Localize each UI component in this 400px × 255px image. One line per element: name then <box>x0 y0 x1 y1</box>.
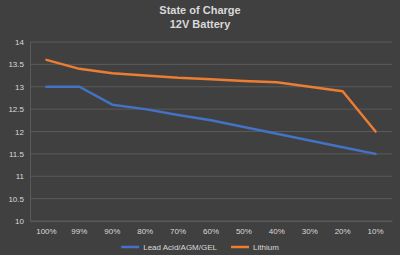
y-tick-label: 12 <box>15 128 24 137</box>
x-tick: 99% <box>71 221 87 236</box>
y-tick: 13 <box>15 83 30 92</box>
grid-line <box>30 109 392 110</box>
x-tick: 70% <box>170 221 186 236</box>
x-tick: 80% <box>137 221 153 236</box>
grid-line <box>30 198 392 199</box>
grid-line <box>30 42 392 43</box>
y-tick-label: 13.5 <box>8 60 24 69</box>
grid-line <box>30 86 392 87</box>
y-tick: 11.5 <box>9 150 30 159</box>
grid-line <box>30 221 392 222</box>
x-tick: 10% <box>368 221 384 236</box>
x-tick: 100% <box>36 221 56 236</box>
y-tick-label: 11.5 <box>9 150 25 159</box>
y-tick: 13.5 <box>8 60 30 69</box>
y-tick-label: 10.5 <box>8 195 24 204</box>
grid-line <box>30 153 392 154</box>
x-tick-label: 99% <box>71 227 87 236</box>
series-group <box>46 60 375 154</box>
y-tick-label: 11 <box>16 172 25 181</box>
subtitle: 12V Battery <box>170 18 231 30</box>
x-tick: 20% <box>335 221 351 236</box>
y-tick: 12 <box>15 128 30 137</box>
title: State of Charge <box>159 4 240 16</box>
series-line <box>46 60 375 132</box>
legend-item: Lithium <box>231 243 279 252</box>
x-tick: 60% <box>203 221 219 236</box>
grid-line <box>30 131 392 132</box>
x-tick-label: 20% <box>335 227 351 236</box>
legend-item: Lead Acid/AGM/GEL <box>121 243 217 252</box>
y-tick-label: 13 <box>15 83 24 92</box>
y-axis: 10 10.5 11 11.5 12 12.5 13 13.5 14 <box>8 38 30 226</box>
y-tick: 12.5 <box>8 105 30 114</box>
x-tick-label: 60% <box>203 227 219 236</box>
y-tick-label: 10 <box>15 217 24 226</box>
grid <box>30 42 392 221</box>
legend-label: Lead Acid/AGM/GEL <box>143 243 217 252</box>
grid-line <box>30 176 392 177</box>
x-tick-label: 30% <box>302 227 318 236</box>
x-axis: 100% 99% 90% 80% 70% 60% 50% 40% 30% 20% 10% <box>31 221 393 236</box>
background <box>0 0 400 255</box>
legend: Lead Acid/AGM/GEL Lithium <box>121 243 279 252</box>
y-axis-line <box>30 43 31 222</box>
y-tick: 11 <box>16 172 30 181</box>
x-tick-label: 50% <box>236 227 252 236</box>
legend-swatch <box>121 246 139 249</box>
x-tick: 90% <box>104 221 120 236</box>
x-tick-label: 40% <box>269 227 285 236</box>
x-axis-line <box>31 221 393 222</box>
x-tick-label: 70% <box>170 227 186 236</box>
chart: State of Charge 12V Battery 10 10.5 11 11.5 12… <box>0 0 400 255</box>
x-tick-label: 80% <box>137 227 153 236</box>
y-tick-label: 12.5 <box>8 105 24 114</box>
x-tick: 50% <box>236 221 252 236</box>
y-tick: 10.5 <box>8 195 30 204</box>
x-tick-label: 100% <box>36 227 56 236</box>
series-line <box>46 87 375 154</box>
x-tick: 40% <box>269 221 285 236</box>
y-tick: 10 <box>15 217 30 226</box>
plot: 10 10.5 11 11.5 12 12.5 13 13.5 14 100% 99% 90% 80% 7… <box>8 38 392 236</box>
x-tick: 30% <box>302 221 318 236</box>
x-tick-label: 90% <box>104 227 120 236</box>
y-tick-label: 14 <box>15 38 24 47</box>
x-tick-label: 10% <box>368 227 384 236</box>
y-tick: 14 <box>15 38 30 47</box>
legend-swatch <box>231 246 249 249</box>
legend-label: Lithium <box>253 243 279 252</box>
grid-line <box>30 64 392 65</box>
